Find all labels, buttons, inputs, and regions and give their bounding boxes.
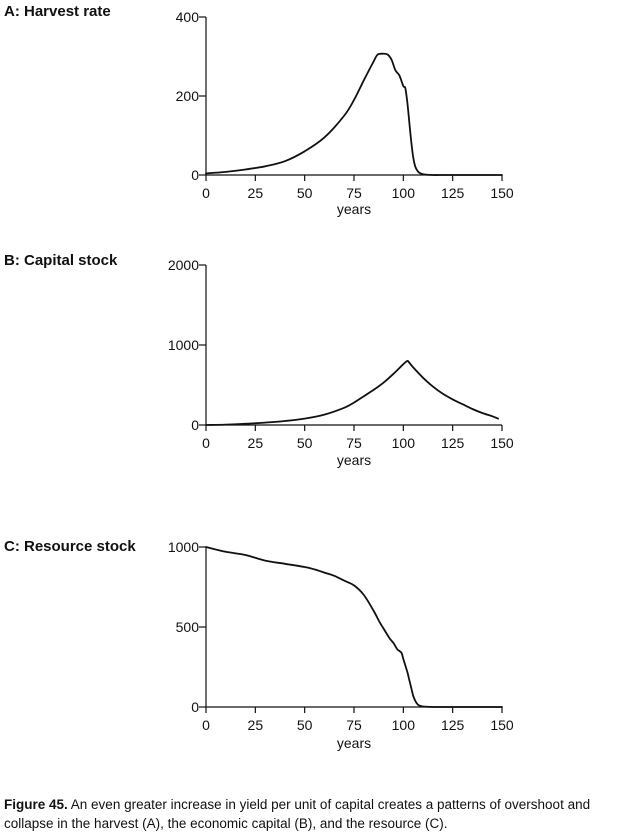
chart-plot: 0 1000 2000 0 25 50 75 100 125 150 years <box>168 257 514 468</box>
x-tick-label: 125 <box>441 717 465 733</box>
x-tick-label: 75 <box>346 717 362 733</box>
y-tick-label: 0 <box>191 167 199 183</box>
x-tick-label: 0 <box>202 435 210 451</box>
x-tick-label: 0 <box>202 717 210 733</box>
y-tick-label: 0 <box>191 417 199 433</box>
x-tick-label: 100 <box>392 435 416 451</box>
y-tick-label: 400 <box>176 9 200 25</box>
chart-panel-harvest-rate: A: Harvest rate 0 200 400 0 25 50 75 100 125 150 y… <box>0 0 625 240</box>
y-tick-label: 200 <box>176 88 200 104</box>
caption-text: An even greater increase in yield per un… <box>4 797 591 831</box>
chart-plot: 0 200 400 0 25 50 75 100 125 150 years <box>176 9 514 217</box>
x-tick-label: 50 <box>297 717 313 733</box>
x-tick-label: 75 <box>346 185 362 201</box>
x-tick-label: 25 <box>248 717 264 733</box>
x-tick-label: 100 <box>392 717 416 733</box>
x-axis-title: years <box>337 452 371 468</box>
figure-label: Figure 45. <box>4 797 68 812</box>
chart-title: A: Harvest rate <box>4 3 111 20</box>
chart-title: B: Capital stock <box>4 252 118 269</box>
x-tick-label: 125 <box>441 435 465 451</box>
x-tick-label: 25 <box>248 185 264 201</box>
x-tick-label: 150 <box>490 717 514 733</box>
x-tick-label: 0 <box>202 185 210 201</box>
y-tick-label: 0 <box>191 699 199 715</box>
x-tick-label: 75 <box>346 435 362 451</box>
chart-plot: 0 500 1000 0 25 50 75 100 125 150 years <box>168 539 514 751</box>
series-line <box>205 52 503 176</box>
y-tick-label: 1000 <box>168 337 199 353</box>
series-line <box>205 546 503 708</box>
chart-title: C: Resource stock <box>4 538 136 555</box>
x-axis-title: years <box>337 735 371 751</box>
x-tick-label: 100 <box>392 185 416 201</box>
y-tick-label: 500 <box>176 619 200 635</box>
x-axis-title: years <box>337 201 371 217</box>
chart-panel-capital-stock: B: Capital stock 0 1000 2000 0 25 50 75 100 125 1… <box>0 249 625 489</box>
y-tick-label: 1000 <box>168 539 199 555</box>
x-tick-label: 50 <box>297 435 313 451</box>
x-tick-label: 150 <box>490 435 514 451</box>
series-line <box>205 360 499 426</box>
figure-caption: Figure 45. An even greater increase in y… <box>4 795 622 833</box>
chart-panel-resource-stock: C: Resource stock 0 500 1000 0 25 50 75 100 125 1… <box>0 535 625 775</box>
x-tick-label: 125 <box>441 185 465 201</box>
y-tick-label: 2000 <box>168 257 199 273</box>
x-tick-label: 150 <box>490 185 514 201</box>
x-tick-label: 50 <box>297 185 313 201</box>
x-tick-label: 25 <box>248 435 264 451</box>
